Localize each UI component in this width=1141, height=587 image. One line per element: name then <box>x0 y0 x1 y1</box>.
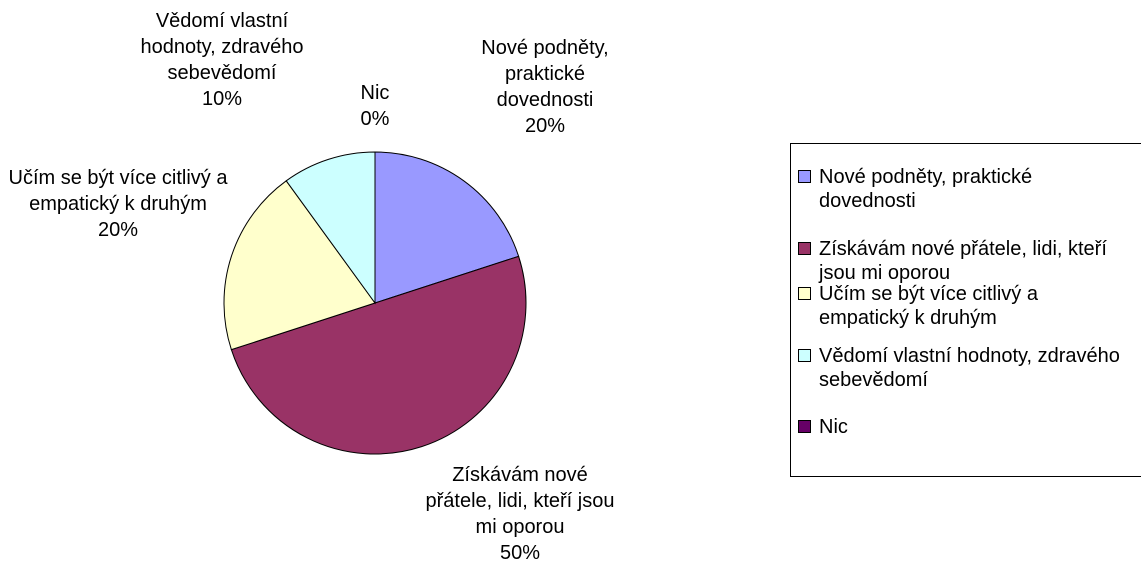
data-label: Nové podněty, praktické dovednosti 20% <box>463 35 628 139</box>
data-label-name: Učím se být více citlivý a empatický k d… <box>8 167 228 215</box>
pie-slice <box>285 151 376 305</box>
pie-slice <box>374 151 520 304</box>
data-label-name: Nic <box>360 82 390 104</box>
data-label: Učím se být více citlivý a empatický k d… <box>1 165 236 243</box>
data-label-value: 20% <box>524 115 566 137</box>
data-label-name: Vědomí vlastní hodnoty, zdravého sebevěd… <box>140 10 304 84</box>
pie-slice <box>223 180 376 351</box>
data-label-value: 0% <box>360 108 390 130</box>
data-label: Nic 0% <box>345 80 405 132</box>
legend-label: Nové podněty, praktické dovednosti <box>819 166 1033 212</box>
legend-label: Učím se být více citlivý a empatický k d… <box>819 283 1038 329</box>
legend-swatch <box>798 420 811 433</box>
legend-label: Získávám nové přátele, lidi, kteří jsou … <box>819 238 1107 284</box>
data-label: Získávám nové přátele, lidi, kteří jsou … <box>425 462 615 566</box>
data-label-name: Získávám nové přátele, lidi, kteří jsou … <box>425 464 615 538</box>
data-label-value: 20% <box>97 219 139 241</box>
legend-swatch <box>798 349 811 362</box>
data-label-name: Nové podněty, praktické dovednosti <box>481 37 609 111</box>
legend-swatch <box>798 170 811 183</box>
data-label-value: 10% <box>201 88 243 110</box>
legend-swatch <box>798 287 811 300</box>
legend: Nové podněty, praktické dovednosti Získáv… <box>790 143 1141 477</box>
data-label-value: 50% <box>499 542 541 564</box>
pie-slice <box>230 255 527 455</box>
data-label: Vědomí vlastní hodnoty, zdravého sebevěd… <box>130 8 315 112</box>
legend-label: Vědomí vlastní hodnoty, zdravého sebevěd… <box>819 345 1120 391</box>
legend-label: Nic <box>819 416 848 438</box>
legend-swatch <box>798 242 811 255</box>
